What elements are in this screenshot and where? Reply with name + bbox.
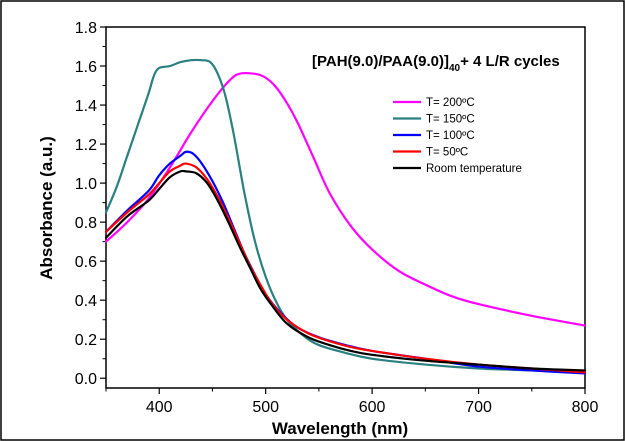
x-tick-label: 700 [465,399,492,416]
series-line-0 [104,71,587,327]
y-tick-label: 0.2 [75,332,97,349]
legend: T= 200ºC T= 150ºC T= 100ºC T= 50ºC Room temp… [393,97,522,175]
y-tick-label: 0.0 [75,371,97,388]
chart-title-main: [PAH(9.0)/PAA(9.0)] [312,53,449,70]
y-axis-title: Absorbance (a.u.) [37,136,56,280]
y-tick-label: 1.0 [75,176,97,193]
legend-label: T= 150ºC [426,114,475,126]
legend-label: T= 100ºC [426,130,475,142]
x-tick-label: 800 [572,399,599,416]
y-tick-label: 0.8 [75,215,97,232]
x-axis-title: Wavelength (nm) [272,419,408,438]
legend-label: T= 50ºC [426,147,468,159]
x-tick-label: 600 [359,399,386,416]
y-tick-label: 1.2 [75,137,97,154]
y-tick-label: 0.6 [75,254,97,271]
x-tick-label: 400 [146,399,173,416]
y-tick-label: 1.8 [75,20,97,37]
series-layer [104,58,587,375]
x-tick-label: 500 [252,399,279,416]
series-line-4 [104,169,587,372]
chart-title-rest: + 4 L/R cycles [460,53,560,70]
chart-title-subscript: 40 [449,63,461,74]
y-tick-label: 1.4 [75,98,97,115]
legend-label: Room temperature [426,163,522,175]
legend-label: T= 200ºC [426,97,475,109]
series-line-3 [104,162,587,374]
y-tick-label: 0.4 [75,293,97,310]
y-tick-label: 1.6 [75,59,97,76]
series-line-1 [104,58,587,374]
chart-title: [PAH(9.0)/PAA(9.0)]40+ 4 L/R cycles [312,53,560,74]
axis-ticks: 400 500 600 700 800 0.0 0.2 0.4 0.6 0.8 1.0 1.2 1.4 1… [75,20,599,416]
plot-frame [105,26,586,389]
